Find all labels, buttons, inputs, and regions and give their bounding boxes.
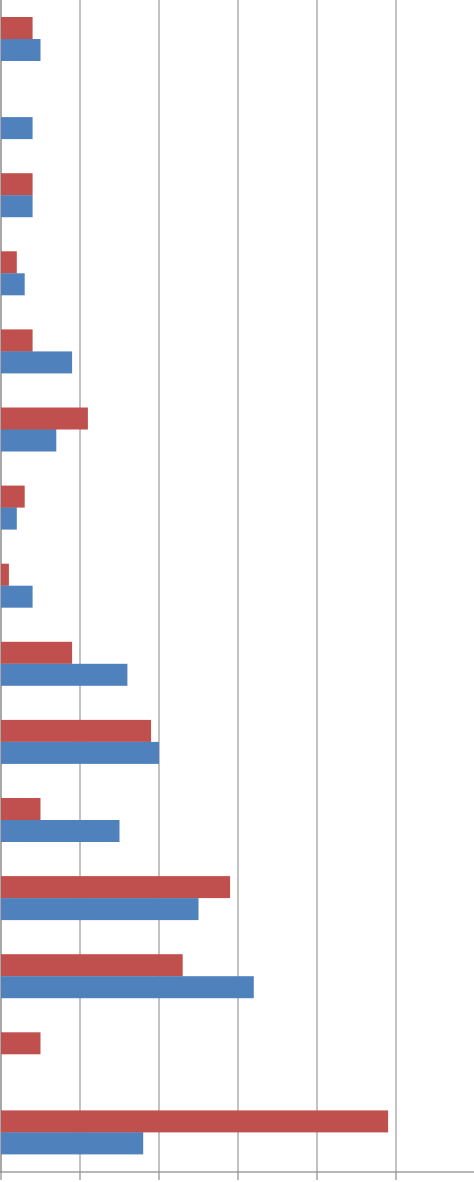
bar-series1-row14 [1,1032,41,1055]
bar-series2-row4 [1,273,25,296]
bar-series1-row9 [1,641,73,664]
bar-series2-row10 [1,741,159,764]
bar-series2-row1 [1,39,41,61]
bar-series2-row12 [1,898,199,921]
bar-series1-row8 [1,563,9,586]
bar-series2-row5 [1,351,73,374]
bars [1,17,389,1155]
bar-series2-row6 [1,429,57,452]
bar-series2-row11 [1,820,120,842]
bar-series1-row11 [1,798,41,820]
bar-series2-row15 [1,1132,144,1155]
bar-series1-row4 [1,251,17,274]
bar-series2-row9 [1,663,128,686]
bar-series1-row15 [1,1110,389,1133]
bar-series1-row6 [1,407,88,430]
bar-series1-row12 [1,876,231,899]
bar-series2-row2 [1,117,33,140]
bar-series2-row3 [1,195,33,218]
bar-series1-row10 [1,719,152,742]
bar-series2-row8 [1,585,33,608]
bar-series2-row13 [1,976,254,999]
bar-series2-row7 [1,507,17,530]
bar-series1-row1 [1,17,33,39]
bar-series1-row7 [1,485,25,508]
bar-series1-row13 [1,954,183,977]
bar-series1-row5 [1,329,33,352]
bar-series1-row3 [1,173,33,196]
